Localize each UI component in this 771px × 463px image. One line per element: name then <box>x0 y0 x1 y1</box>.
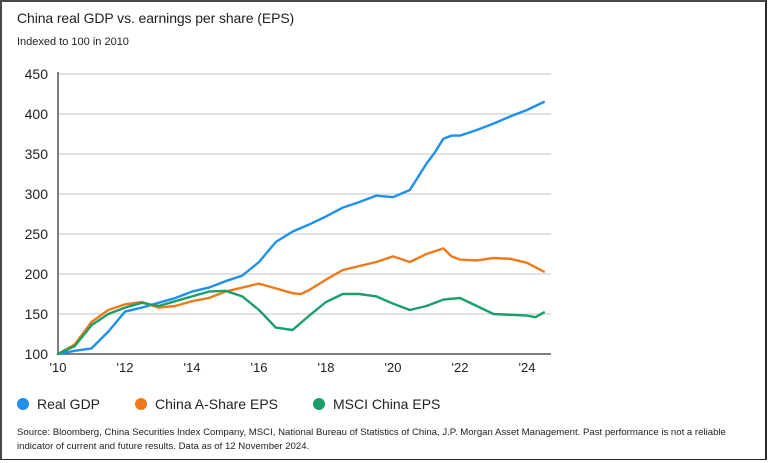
x-tick-label: '12 <box>117 360 134 375</box>
legend-item-a-share-eps: China A-Share EPS <box>135 396 278 412</box>
legend-label: China A-Share EPS <box>155 396 278 412</box>
legend-item-msci-eps: MSCI China EPS <box>313 396 440 412</box>
legend-dot-icon <box>313 398 325 410</box>
legend-label: MSCI China EPS <box>333 396 441 412</box>
y-tick-label: 450 <box>25 66 49 82</box>
y-tick-label: 100 <box>25 346 49 362</box>
x-tick-label: '16 <box>251 360 268 375</box>
y-tick-label: 200 <box>25 266 49 282</box>
x-tick-label: '20 <box>385 360 402 375</box>
y-axis-labels: 100 150 200 250 300 350 400 450 <box>25 66 49 362</box>
source-note: Source: Bloomberg, China Securities Inde… <box>17 427 726 452</box>
legend-dot-icon <box>17 398 29 410</box>
series-lines <box>56 100 545 356</box>
x-tick-label: '22 <box>452 360 469 375</box>
x-axis-labels: '10 '12 '14 '16 '18 '20 '22 '24 <box>50 360 536 375</box>
y-tick-label: 250 <box>25 226 49 242</box>
x-tick-label: '24 <box>519 360 536 375</box>
legend-label: Real GDP <box>37 396 101 412</box>
legend-item-real-gdp: Real GDP <box>17 396 100 412</box>
chart-title: China real GDP vs. earnings per share (E… <box>17 10 295 26</box>
x-tick-label: '14 <box>184 360 201 375</box>
gridlines <box>58 73 551 315</box>
x-tick-label: '18 <box>318 360 335 375</box>
y-tick-label: 400 <box>25 106 49 122</box>
y-tick-label: 300 <box>25 186 49 202</box>
series-line-real-gdp <box>56 100 545 356</box>
legend-dot-icon <box>135 398 148 410</box>
legend: Real GDP China A-Share EPS MSCI China EP… <box>17 396 475 412</box>
x-tick-label: '10 <box>50 360 67 375</box>
y-tick-label: 350 <box>25 146 49 162</box>
y-tick-label: 150 <box>25 306 49 322</box>
series-line-msci-china-eps <box>56 289 545 356</box>
series-line-china-a-share-eps <box>56 247 545 356</box>
axes <box>57 72 551 355</box>
chart-subtitle: Indexed to 100 in 2010 <box>17 36 129 48</box>
